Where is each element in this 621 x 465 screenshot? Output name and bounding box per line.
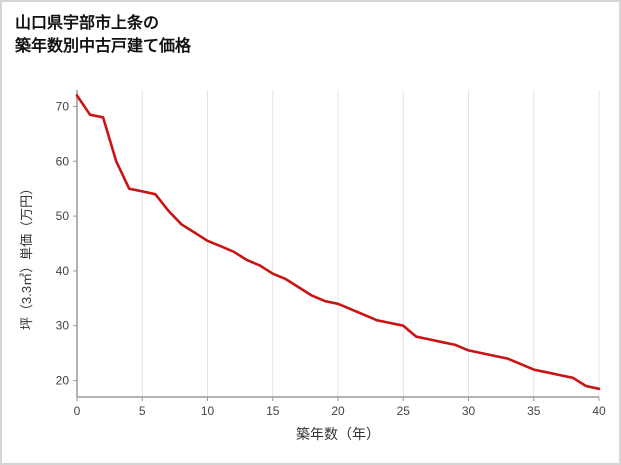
x-tick-label: 5 — [139, 404, 146, 418]
y-tick-label: 40 — [56, 264, 70, 278]
x-tick-label: 35 — [527, 404, 541, 418]
y-axis-label: 坪（3.3㎡）単価（万円） — [19, 181, 34, 330]
chart-title-line-1: 山口県宇部市上条の — [15, 15, 160, 32]
x-tick-label: 25 — [397, 404, 411, 418]
y-tick-label: 70 — [56, 99, 70, 113]
price-line — [75, 94, 601, 391]
y-tick-label: 60 — [56, 154, 70, 168]
x-tick-label: 20 — [331, 404, 345, 418]
y-tick-label: 30 — [56, 319, 70, 333]
chart-title-line-2: 築年数別中古戸建て価格 — [15, 38, 192, 56]
x-tick-label: 40 — [592, 404, 606, 418]
x-axis-label: 築年数（年） — [296, 426, 380, 442]
x-tick-label: 30 — [462, 404, 476, 418]
x-tick-label: 15 — [266, 404, 280, 418]
y-tick-label: 20 — [56, 374, 70, 388]
x-tick-label: 0 — [74, 404, 81, 418]
y-tick-label: 50 — [56, 209, 70, 223]
x-tick-label: 10 — [201, 404, 215, 418]
chart-title: 山口県宇部市上条の 築年数別中古戸建て価格 — [15, 12, 191, 58]
